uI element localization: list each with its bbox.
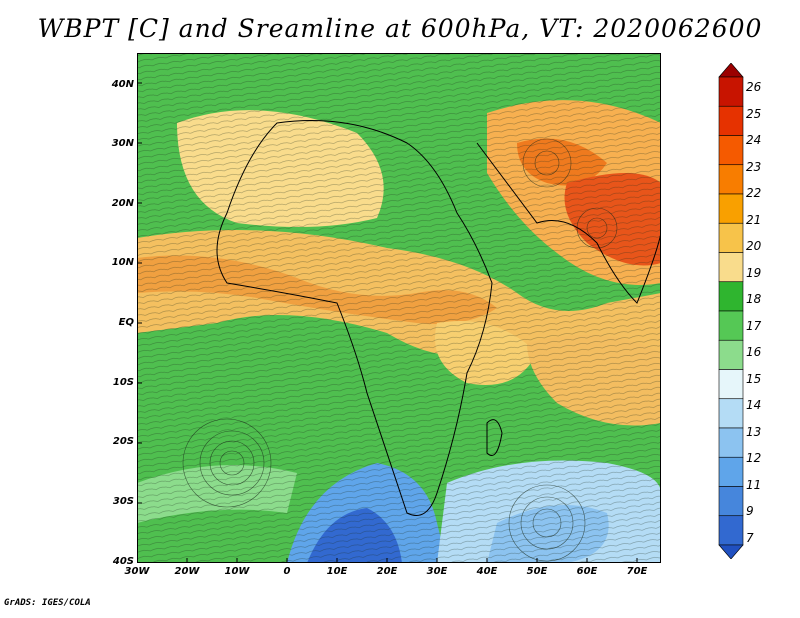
lat-label-20s: 20S bbox=[112, 436, 134, 447]
colorbar-bin bbox=[718, 427, 744, 458]
page-title: WBPT [C] and Sreamline at 600hPa, VT: 20… bbox=[37, 14, 763, 43]
colorbar-bin bbox=[718, 339, 744, 370]
colorbar-bin bbox=[718, 135, 744, 166]
colorbar-bin bbox=[718, 105, 744, 136]
colorbar-label: 15 bbox=[746, 371, 762, 386]
colorbar-label: 21 bbox=[746, 212, 762, 227]
colorbar-bin bbox=[718, 515, 744, 546]
map-panel[interactable] bbox=[137, 53, 661, 563]
colorbar-bin bbox=[718, 222, 744, 253]
colorbar-label: 9 bbox=[746, 504, 754, 519]
colorbar-label: 18 bbox=[746, 292, 762, 307]
lat-label-30n: 30N bbox=[111, 138, 134, 149]
colorbar-bin bbox=[718, 193, 744, 224]
colorbar-label: 14 bbox=[746, 398, 762, 413]
lat-label-30s: 30S bbox=[112, 496, 134, 507]
colorbar-bin bbox=[718, 252, 744, 283]
lon-label-10w: 10W bbox=[224, 566, 250, 577]
lon-label-60e: 60E bbox=[576, 566, 598, 577]
map-frame bbox=[137, 53, 661, 563]
colorbar-label: 16 bbox=[746, 345, 762, 360]
lon-label-40e: 40E bbox=[476, 566, 498, 577]
coastline-madagascar bbox=[486, 419, 503, 456]
colorbar-bin bbox=[718, 63, 744, 78]
lat-label-10n: 10N bbox=[111, 257, 134, 268]
colorbar-bin bbox=[718, 369, 744, 400]
colorbar-label: 17 bbox=[746, 318, 762, 333]
colorbar bbox=[718, 63, 744, 559]
lon-label-30e: 30E bbox=[426, 566, 448, 577]
colorbar-bin bbox=[718, 456, 744, 487]
colorbar-label: 25 bbox=[746, 106, 762, 121]
colorbar-label: 13 bbox=[746, 424, 762, 439]
colorbar-label: 26 bbox=[746, 80, 762, 94]
colorbar-bin bbox=[718, 310, 744, 341]
streamline-eddies bbox=[182, 138, 618, 562]
colorbar-label: 12 bbox=[746, 451, 762, 466]
lon-label-20e: 20E bbox=[376, 566, 398, 577]
lat-label-eq: EQ bbox=[118, 317, 134, 328]
colorbar-bin bbox=[718, 281, 744, 312]
coastline-africa bbox=[216, 120, 493, 516]
colorbar-label: 24 bbox=[746, 133, 762, 148]
colorbar-label: 20 bbox=[746, 239, 762, 254]
colorbar-bin bbox=[718, 164, 744, 195]
colorbar-label: 11 bbox=[746, 477, 762, 492]
colorbar-bin bbox=[718, 398, 744, 429]
tick-marks bbox=[137, 82, 638, 563]
coastline-arabia-india bbox=[476, 142, 661, 304]
colorbar-bin bbox=[718, 486, 744, 517]
colorbar-bin bbox=[718, 76, 744, 107]
lon-label-70e: 70E bbox=[626, 566, 648, 577]
lat-label-40n: 40N bbox=[111, 79, 134, 90]
colorbar-label: 7 bbox=[746, 531, 754, 545]
lat-label-10s: 10S bbox=[112, 377, 134, 388]
lon-label-20w: 20W bbox=[174, 566, 200, 577]
colorbar-label: 23 bbox=[746, 159, 762, 174]
colorbar-label: 19 bbox=[746, 265, 762, 280]
colorbar-bin bbox=[718, 544, 744, 559]
lat-label-40s: 40S bbox=[112, 556, 134, 567]
lon-label-50e: 50E bbox=[526, 566, 548, 577]
lon-label-10e: 10E bbox=[326, 566, 348, 577]
lat-label-20n: 20N bbox=[111, 198, 134, 209]
streamlines bbox=[137, 53, 661, 563]
lon-label-0: 0 bbox=[283, 566, 291, 577]
grads-credit: GrADS: IGES/COLA bbox=[4, 598, 91, 608]
lon-label-30w: 30W bbox=[124, 566, 150, 577]
colorbar-label: 22 bbox=[746, 186, 762, 201]
